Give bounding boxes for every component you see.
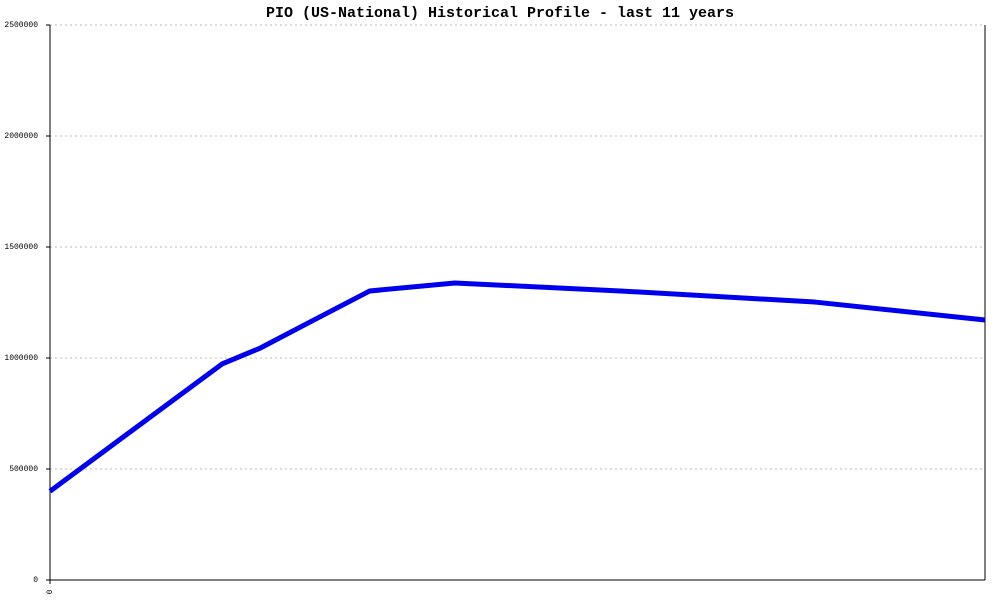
y-tick-label: 0: [33, 576, 38, 585]
y-tick-label: 2000000: [4, 132, 38, 141]
y-tick-label: 1500000: [4, 243, 38, 252]
chart-title: PIO (US-National) Historical Profile - l…: [266, 5, 734, 22]
x-tick-label: 0: [46, 589, 55, 594]
y-tick-label: 2500000: [4, 21, 38, 30]
y-tick-label: 500000: [9, 465, 38, 474]
data-line: [48, 280, 986, 494]
y-tick-label: 1000000: [4, 354, 38, 363]
